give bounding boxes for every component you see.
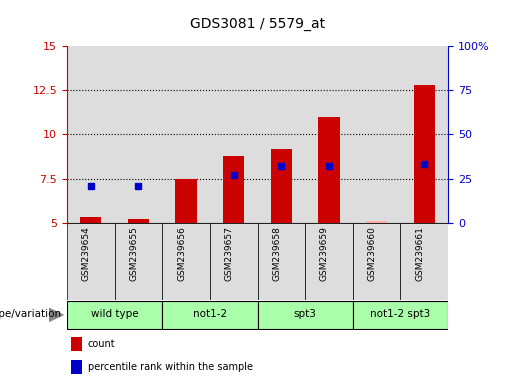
- Text: GSM239658: GSM239658: [272, 227, 281, 281]
- Bar: [175, 179, 197, 223]
- Bar: [258, 46, 305, 223]
- Bar: [258, 223, 305, 300]
- Bar: [353, 46, 401, 223]
- Text: not1-2: not1-2: [193, 309, 227, 319]
- Bar: [305, 46, 353, 223]
- Text: GSM239656: GSM239656: [177, 227, 186, 281]
- Bar: [223, 156, 245, 223]
- Text: GSM239655: GSM239655: [129, 227, 139, 281]
- Bar: [67, 46, 115, 223]
- Bar: [162, 223, 210, 300]
- Bar: [401, 46, 448, 223]
- Bar: [210, 46, 258, 223]
- Bar: [353, 223, 401, 300]
- Bar: [353, 301, 448, 329]
- Text: spt3: spt3: [294, 309, 317, 319]
- Bar: [401, 223, 448, 300]
- Text: GDS3081 / 5579_at: GDS3081 / 5579_at: [190, 17, 325, 31]
- Text: wild type: wild type: [91, 309, 139, 319]
- Text: not1-2 spt3: not1-2 spt3: [370, 309, 431, 319]
- Text: GSM239660: GSM239660: [368, 227, 376, 281]
- Bar: [258, 301, 353, 329]
- Bar: [80, 217, 101, 223]
- Bar: [71, 337, 82, 351]
- Bar: [210, 223, 258, 300]
- Bar: [114, 46, 162, 223]
- Text: GSM239659: GSM239659: [320, 227, 329, 281]
- Bar: [414, 85, 435, 223]
- Text: genotype/variation: genotype/variation: [0, 309, 62, 319]
- Text: count: count: [88, 339, 115, 349]
- Text: GSM239657: GSM239657: [225, 227, 234, 281]
- Text: GSM239654: GSM239654: [82, 227, 91, 281]
- Bar: [366, 221, 387, 223]
- Text: percentile rank within the sample: percentile rank within the sample: [88, 362, 253, 372]
- Bar: [162, 46, 210, 223]
- Bar: [67, 301, 162, 329]
- Bar: [162, 301, 258, 329]
- Polygon shape: [49, 308, 64, 322]
- Bar: [270, 149, 292, 223]
- Bar: [305, 223, 353, 300]
- Bar: [71, 360, 82, 374]
- Bar: [71, 383, 82, 384]
- Bar: [318, 117, 340, 223]
- Text: GSM239661: GSM239661: [415, 227, 424, 281]
- Bar: [114, 223, 162, 300]
- Bar: [67, 223, 115, 300]
- Bar: [128, 219, 149, 223]
